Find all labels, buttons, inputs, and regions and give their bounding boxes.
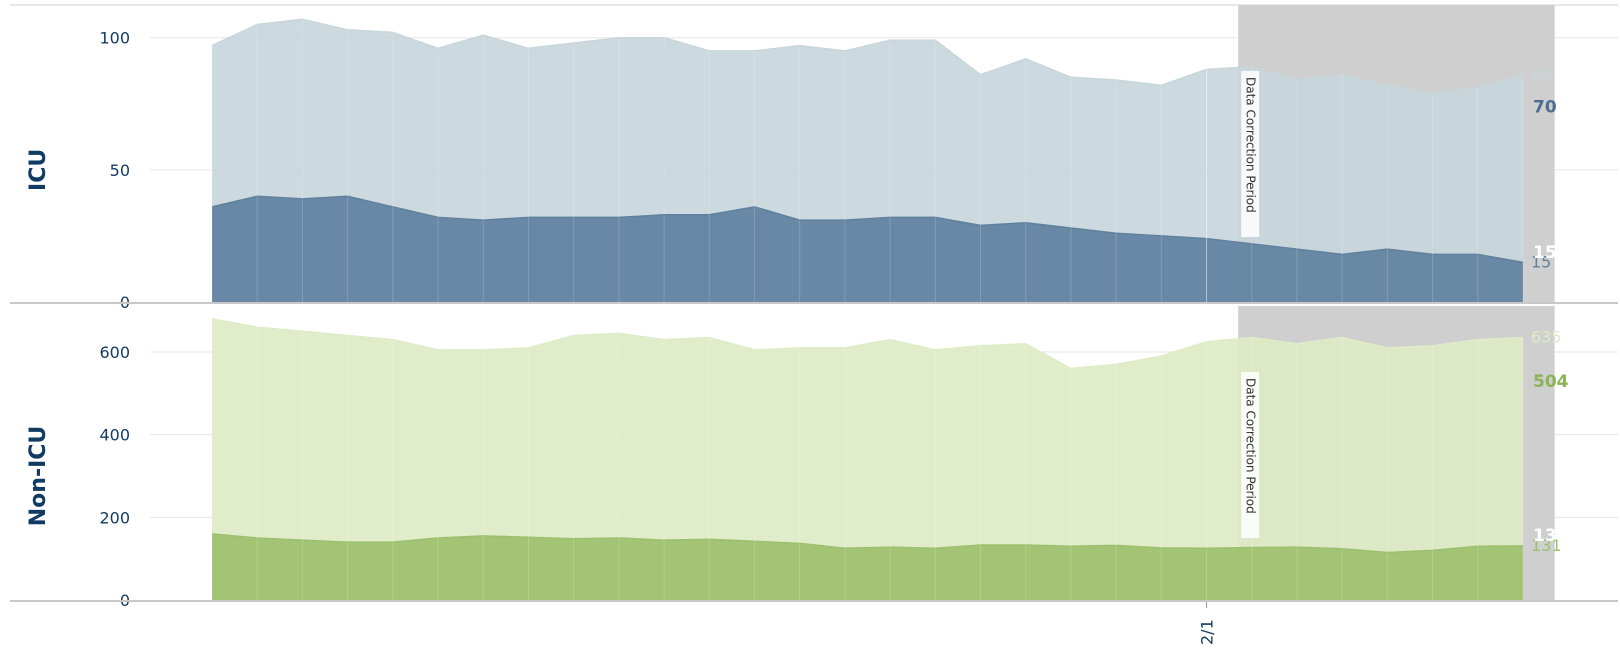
area-series-non-icu-1 — [212, 533, 1523, 600]
area-series-icu-1 — [212, 196, 1523, 302]
correction-period-label-icu: Data Correction Period — [1244, 77, 1258, 213]
x-tick-label-0: 2/1 — [1198, 619, 1217, 645]
y-tick-non-icu-200: 200 — [99, 508, 130, 527]
y-tick-non-icu-400: 400 — [99, 426, 130, 445]
area-edge-icu-1 — [211, 195, 1524, 264]
area-edge-icu-0 — [211, 18, 1524, 94]
correction-period-label-non-icu: Data Correction Period — [1244, 378, 1258, 514]
end-label-icu-0: 85 — [1531, 65, 1551, 84]
annotation-icu-1: 15 — [1533, 243, 1557, 263]
annotation-non-icu-1: 131 — [1533, 526, 1569, 546]
area-edge-non-icu-0 — [211, 318, 1524, 370]
y-tick-non-icu-600: 600 — [99, 343, 130, 362]
panel-label-non-icu: Non-ICU — [26, 426, 51, 527]
end-label-icu-1: 15 — [1531, 252, 1551, 271]
y-tick-icu-50: 50 — [110, 161, 130, 180]
end-label-non-icu-1: 131 — [1531, 536, 1562, 555]
correction-label-bg-non-icu — [1241, 372, 1260, 538]
correction-label-bg-icu — [1241, 71, 1260, 237]
y-tick-icu-100: 100 — [99, 29, 130, 48]
panel-label-icu: ICU — [26, 149, 51, 191]
area-series-non-icu-0 — [212, 318, 1523, 600]
annotation-icu-0: 70 — [1533, 97, 1557, 117]
end-label-non-icu-0: 635 — [1531, 328, 1562, 347]
area-edge-non-icu-1 — [211, 533, 1524, 554]
annotation-non-icu-0: 504 — [1533, 372, 1569, 392]
